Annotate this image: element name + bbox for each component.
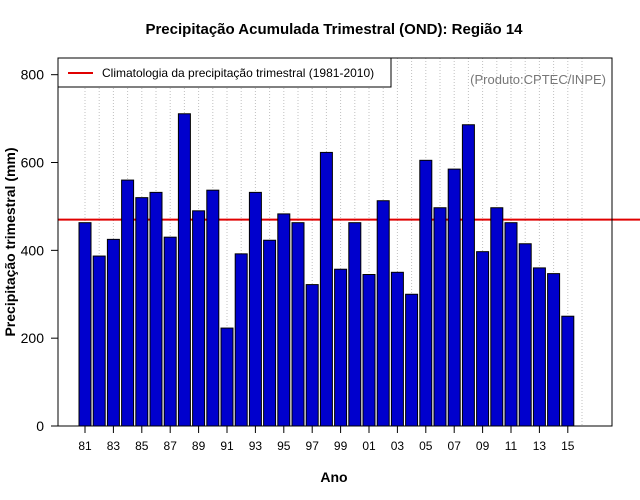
x-tick-label-81: 81 [78,439,92,453]
x-tick-label-99: 99 [334,439,348,453]
bar-88 [177,113,191,427]
x-tick-label-05: 05 [419,439,433,453]
bar-07 [447,168,461,427]
y-axis-ticks: 0 200 400 600 800 [21,67,58,434]
bar-12 [518,243,532,427]
legend-label: Climatologia da precipitação trimestral … [102,66,374,80]
bar-15 [561,315,575,427]
x-tick-label-83: 83 [107,439,121,453]
credit-text: (Produto:CPTEC/INPE) [470,72,606,87]
y-tick-label-800: 800 [21,67,45,83]
x-axis-label: Ano [320,469,347,485]
x-tick-label-89: 89 [192,439,206,453]
x-tick-label-11: 11 [505,439,518,453]
x-tick-label-85: 85 [135,439,149,453]
x-tick-label-93: 93 [249,439,263,453]
bar-82 [92,255,106,427]
bar-92 [234,253,248,427]
x-tick-label-87: 87 [164,439,178,453]
bars-group [78,113,575,427]
bar-94 [263,239,277,427]
y-tick-label-400: 400 [21,242,45,258]
y-axis-label: Precipitação trimestral (mm) [2,147,18,336]
bar-93 [248,191,262,427]
bar-05 [419,159,433,427]
bar-03 [390,271,404,427]
x-tick-label-03: 03 [391,439,405,453]
x-axis-ticks: 81 83 85 87 89 91 93 95 97 99 01 03 05 07 09 11 13 15 [78,426,575,453]
y-tick-label-0: 0 [36,418,44,434]
y-tick-label-200: 200 [21,330,45,346]
x-tick-label-01: 01 [362,439,376,453]
bar-06 [433,207,447,427]
bar-10 [490,207,504,427]
x-tick-label-95: 95 [277,439,291,453]
x-tick-label-15: 15 [561,439,575,453]
x-tick-label-07: 07 [448,439,462,453]
bar-01 [362,273,376,427]
legend: Climatologia da precipitação trimestral … [57,57,392,88]
bar-89 [192,210,206,427]
bar-04 [405,293,419,427]
bar-91 [220,327,234,427]
x-tick-label-97: 97 [306,439,320,453]
bar-87 [163,236,177,427]
y-tick-label-600: 600 [21,155,45,171]
bar-11 [504,222,518,427]
bar-86 [149,191,163,427]
bar-96 [291,222,305,427]
bar-81 [78,222,92,427]
bar-97 [305,284,319,427]
bar-14 [547,273,561,427]
bar-08 [461,124,475,427]
bar-02 [376,200,390,427]
bar-84 [121,179,135,427]
bar-90 [206,189,220,427]
bar-00 [348,222,362,427]
chart-title: Precipitação Acumulada Trimestral (OND):… [145,21,523,38]
x-tick-label-13: 13 [533,439,547,453]
bar-99 [334,268,348,427]
bar-09 [476,251,490,427]
legend-box [57,57,392,88]
bar-83 [106,238,120,427]
bar-95 [277,213,291,427]
bar-13 [532,267,546,427]
bar-98 [319,151,333,427]
x-tick-label-09: 09 [476,439,490,453]
x-tick-label-91: 91 [220,439,234,453]
bar-85 [135,197,149,427]
